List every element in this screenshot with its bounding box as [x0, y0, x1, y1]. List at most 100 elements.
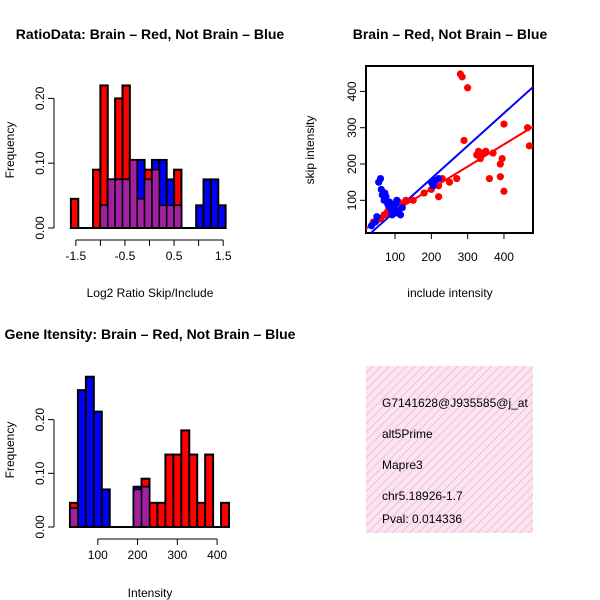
x-tick-label: -0.5 [115, 249, 136, 263]
y-tick-label: 0.20 [33, 86, 47, 110]
scatter-point-brain [500, 187, 508, 195]
intensity-title: Gene Itensity: Brain – Red, Not Brain – … [5, 326, 296, 342]
histogram-bar-brain [196, 501, 207, 529]
histogram-bar-overlap [158, 204, 168, 229]
scatter-point-brain [464, 84, 472, 92]
histogram-bar-brain [180, 429, 191, 528]
histogram-bar-not-brain [195, 204, 205, 230]
scatter-point-brain [435, 182, 443, 190]
scatter-point-brain [496, 173, 504, 181]
info-event-id: G7141628@J935585@j_at [382, 396, 528, 410]
x-tick-label: 100 [385, 250, 405, 264]
scatter-points [367, 70, 533, 230]
info-background [366, 366, 533, 533]
scatter-point-not-brain [396, 211, 405, 219]
y-tick-label: 300 [345, 117, 359, 137]
scatter-point-brain [485, 174, 494, 183]
info-gene-name: Mapre3 [382, 458, 423, 472]
scatter-plot-frame [365, 65, 534, 234]
x-tick-label: 300 [167, 548, 187, 562]
intensity-xlabel: Intensity [128, 586, 173, 600]
histogram-bar-brain [156, 501, 167, 529]
histogram-bar-brain [220, 501, 231, 529]
scatter-point-not-brain [371, 218, 379, 226]
scatter-point-brain [435, 193, 443, 201]
scatter-point-brain [496, 160, 504, 168]
scatter-point-not-brain [435, 174, 443, 183]
histogram-bar-overlap [107, 178, 116, 229]
intensity-bars [68, 375, 231, 529]
scatter-point-not-brain [398, 203, 406, 212]
scatter-point-brain [420, 189, 428, 197]
y-tick-label: 0.00 [33, 515, 47, 539]
scatter-point-brain [445, 178, 454, 186]
scatter-point-not-brain [393, 196, 401, 204]
x-tick-label: 400 [494, 250, 514, 264]
intensity-panel: Gene Itensity: Brain – Red, Not Brain – … [3, 326, 296, 600]
x-tick-label: -1.5 [65, 249, 86, 263]
histogram-bar-brain [172, 453, 183, 528]
scatter-point-brain [460, 136, 468, 145]
x-tick-label: 1.5 [215, 249, 232, 263]
scatter-point-brain [456, 70, 464, 78]
scatter-point-brain [453, 174, 461, 183]
scatter-point-brain [525, 142, 533, 150]
info-pval: Pval: 0.014336 [382, 512, 462, 526]
histogram-bar-brain [69, 197, 80, 229]
info-panel: G7141628@J935585@j_at alt5Prime Mapre3 c… [366, 366, 533, 533]
y-tick-label: 0.00 [33, 216, 47, 240]
histogram-bar-overlap [151, 168, 161, 229]
scatter-point-brain [500, 120, 508, 128]
histogram-bar-overlap [121, 178, 131, 229]
x-tick-label: 200 [421, 250, 441, 264]
histogram-bar-overlap [140, 486, 151, 528]
scatter-point-brain [489, 149, 497, 157]
scatter-point-brain [523, 124, 532, 132]
histogram-bar-overlap [132, 488, 143, 528]
histogram-bar-overlap [114, 178, 124, 229]
intensity-axes: 100 200 300 400 0.00 0.10 0.20 [33, 408, 227, 562]
histogram-bar-not-brain [100, 488, 111, 528]
scatter-axes: 100 200 300 400 100 200 300 400 [345, 81, 514, 264]
ratio-axes: -1.5 -0.5 0.5 1.5 0.00 0.10 0.20 [33, 86, 232, 263]
x-tick-label: 100 [88, 548, 108, 562]
histogram-bar-brain [204, 453, 215, 528]
histogram-bar-overlap [129, 159, 138, 229]
histogram-bar-brain [148, 501, 159, 529]
x-tick-label: 300 [458, 250, 478, 264]
x-tick-label: 0.5 [166, 249, 183, 263]
histogram-bar-brain [92, 168, 102, 229]
scatter-title: Brain – Red, Not Brain – Blue [353, 26, 548, 42]
ratio-panel: RatioData: Brain – Red, Not Brain – Blue… [3, 26, 284, 300]
scatter-point-not-brain [385, 198, 394, 206]
ratio-xlabel: Log2 Ratio Skip/Include [87, 286, 214, 300]
scatter-panel: Brain – Red, Not Brain – Blue 100 200 300 4… [303, 26, 547, 300]
scatter-point-not-brain [376, 174, 385, 183]
histogram-bar-overlap [99, 204, 109, 229]
ratio-title: RatioData: Brain – Red, Not Brain – Blue [16, 26, 285, 42]
histogram-bar-not-brain [92, 410, 103, 528]
y-tick-label: 0.10 [33, 461, 47, 485]
scatter-point-not-brain [373, 213, 381, 221]
x-tick-label: 400 [207, 548, 227, 562]
histogram-bar-not-brain [217, 204, 227, 230]
histogram-bar-overlap [69, 507, 79, 528]
ratio-bars [69, 84, 227, 230]
info-location: chr5.18926-1.7 [382, 489, 463, 503]
y-tick-label: 0.10 [33, 151, 47, 175]
histogram-bar-overlap [143, 178, 153, 229]
ratio-ylabel: Frequency [3, 122, 17, 179]
y-tick-label: 0.20 [33, 408, 47, 432]
scatter-xlabel: include intensity [407, 286, 492, 300]
intensity-ylabel: Frequency [3, 422, 17, 479]
histogram-bar-not-brain [76, 389, 87, 528]
histogram-bar-overlap [165, 204, 175, 229]
histogram-bar-brain [164, 453, 175, 528]
y-tick-label: 400 [345, 81, 359, 101]
y-tick-label: 200 [345, 154, 359, 174]
histogram-bar-not-brain [84, 375, 95, 528]
scatter-point-brain [409, 196, 417, 204]
info-event-type: alt5Prime [382, 427, 433, 441]
scatter-point-not-brain [382, 193, 390, 201]
